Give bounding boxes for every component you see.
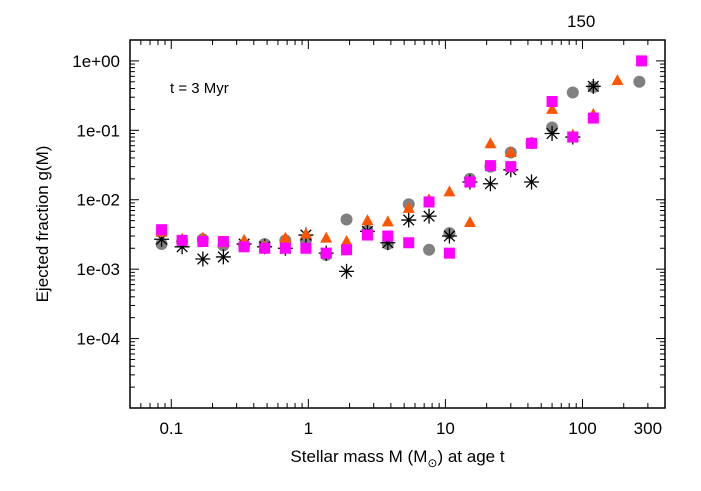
data-point-triangle — [361, 214, 374, 226]
data-point-square — [361, 229, 373, 241]
y-tick-label: 1e-02 — [77, 191, 120, 210]
data-point-triangle — [463, 216, 476, 228]
x-axis-label-sub: ⊙ — [427, 456, 437, 470]
data-point-star — [441, 228, 457, 244]
data-point-square — [238, 241, 250, 253]
data-point-square — [505, 161, 517, 173]
data-point-square — [382, 230, 394, 242]
data-point-square — [526, 137, 538, 149]
y-tick-label: 1e+00 — [72, 52, 120, 71]
data-point-triangle — [402, 201, 415, 213]
data-point-square — [443, 247, 455, 259]
data-point-square — [279, 242, 291, 254]
data-point-circle — [423, 243, 436, 256]
data-point-triangle — [299, 227, 312, 239]
data-point-square — [341, 244, 353, 256]
x-axis-label-tail: ) at age t — [437, 447, 504, 466]
data-point-square — [217, 236, 229, 248]
x-tick-label: 300 — [634, 419, 662, 438]
data-point-square — [176, 234, 188, 246]
data-point-square — [156, 224, 168, 236]
data-point-star — [380, 235, 396, 251]
data-point-triangle — [504, 145, 517, 157]
data-point-square — [636, 55, 648, 67]
data-point-star — [524, 174, 540, 190]
top-axis-label: 150 — [567, 12, 595, 31]
data-point-triangle — [443, 185, 456, 197]
data-point-circle — [633, 75, 646, 88]
data-point-star — [339, 263, 355, 279]
data-point-star — [215, 249, 231, 265]
data-point-circle — [340, 213, 353, 226]
x-tick-label: 1 — [304, 419, 313, 438]
data-point-star — [585, 78, 601, 94]
data-point-circle — [566, 86, 579, 99]
data-point-square — [403, 237, 415, 249]
data-point-square — [546, 96, 558, 108]
data-point-star — [421, 208, 437, 224]
data-point-triangle — [340, 235, 353, 247]
data-point-square — [423, 196, 435, 208]
x-tick-label: 10 — [436, 419, 455, 438]
data-point-square — [464, 176, 476, 188]
y-axis-label: Ejected fraction g(M) — [33, 146, 52, 303]
data-point-star — [401, 212, 417, 228]
tick-group: 0.1 1 10 100 300 1e+00 1e-01 1e-02 1e-03 1e-04 — [72, 39, 666, 438]
data-point-star — [544, 125, 560, 141]
data-point-square — [567, 131, 579, 143]
data-point-square — [484, 160, 496, 172]
y-tick-label: 1e-04 — [77, 330, 120, 349]
data-point-triangle — [546, 102, 559, 114]
data-point-triangle — [611, 74, 624, 86]
y-tick-label: 1e-03 — [77, 260, 120, 279]
x-tick-label: 100 — [568, 419, 596, 438]
data-point-square — [300, 242, 312, 254]
data-point-triangle — [279, 231, 292, 243]
data-point-triangle — [381, 215, 394, 227]
data-point-star — [482, 176, 498, 192]
x-axis-label-main: Stellar mass M (M — [290, 447, 427, 466]
data-point-star — [195, 251, 211, 267]
y-tick-label: 1e-01 — [77, 121, 120, 140]
data-point-square — [197, 236, 209, 248]
data-point-triangle — [484, 137, 497, 149]
data-point-square — [320, 247, 332, 259]
plot-frame — [129, 39, 666, 409]
x-tick-label: 0.1 — [159, 419, 183, 438]
data-point-triangle — [320, 231, 333, 243]
data-points — [154, 55, 648, 279]
data-point-star — [154, 231, 170, 247]
data-point-star — [174, 239, 190, 255]
x-axis-label: Stellar mass M (M⊙) at age t — [290, 447, 504, 470]
data-point-square — [259, 242, 271, 254]
annotation-text: t = 3 Myr — [170, 80, 229, 97]
data-point-square — [587, 112, 599, 124]
